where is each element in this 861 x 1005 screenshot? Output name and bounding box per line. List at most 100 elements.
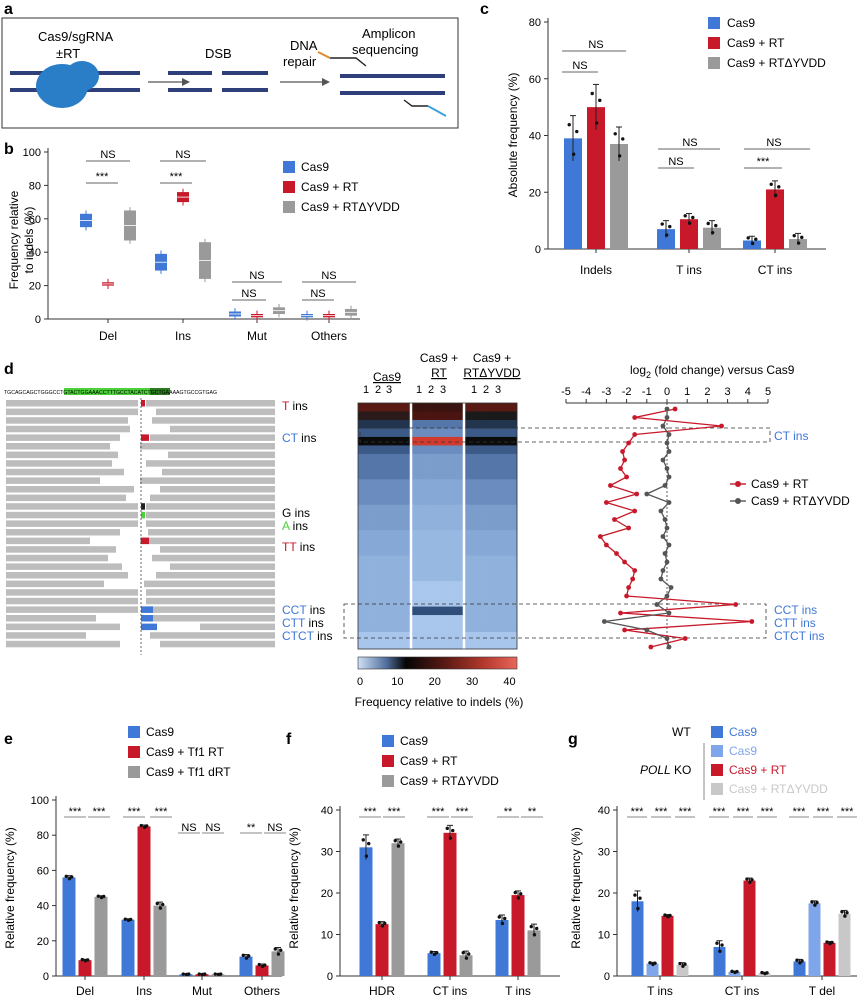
heat-cell — [464, 487, 482, 497]
fold-legend-label-2: Cas9 + RTΔYVDD — [751, 494, 850, 508]
y-tick-label: 20 — [37, 936, 49, 948]
fold-point — [624, 474, 629, 480]
data-point — [660, 222, 664, 226]
fold-point — [618, 466, 623, 471]
colorbar-tick-label: 0 — [357, 676, 363, 688]
data-point — [748, 880, 752, 884]
legend-b-swatch-1 — [283, 161, 295, 173]
legend-b-label-2: Cas9 + RT — [301, 180, 359, 194]
heat-cell — [393, 615, 412, 624]
insertion-block — [141, 615, 145, 622]
read-segment-left — [6, 529, 120, 536]
step-sequencing-label: sequencing — [352, 42, 419, 57]
step-dsb-label: DSB — [205, 46, 232, 61]
data-point — [380, 924, 385, 928]
heat-cell — [375, 589, 394, 599]
heat-cell — [464, 530, 482, 540]
y-tick-label: 40 — [29, 247, 41, 259]
heat-cell — [375, 513, 394, 523]
read-segment-left — [6, 615, 96, 622]
fold-point — [660, 568, 666, 573]
y-tick-label: 0 — [535, 244, 541, 256]
heat-cell — [428, 479, 447, 489]
heat-cell — [446, 445, 465, 455]
bar — [427, 953, 441, 976]
replicate-label: 2 — [375, 384, 381, 396]
heat-cell — [464, 615, 482, 624]
legend-e-label-1: Cas9 — [146, 725, 174, 739]
fold-point — [630, 576, 636, 582]
heat-cell — [481, 445, 500, 455]
heat-cell — [358, 547, 376, 556]
y-tick-label: 100 — [23, 147, 41, 159]
heat-cell — [393, 589, 412, 599]
data-point — [70, 875, 74, 879]
data-point — [800, 235, 804, 240]
fold-point — [622, 457, 627, 463]
heat-cell — [446, 555, 465, 565]
panel-e-marks — [62, 823, 285, 977]
heat-cell — [411, 615, 429, 624]
panel-c: c Absolute frequency (%) 0 20 40 60 80 Indels… — [480, 1, 826, 277]
legend-g-swatch-1 — [711, 726, 723, 738]
sig-c-ct-bot: *** — [757, 156, 771, 168]
heat-cell — [358, 445, 376, 455]
data-point — [383, 921, 387, 926]
heat-cell — [358, 564, 376, 573]
data-point — [399, 840, 403, 844]
read-segment-right — [144, 580, 275, 588]
heat-cell — [464, 411, 482, 421]
step-rt-label: ±RT — [56, 46, 80, 61]
fold-point — [664, 525, 670, 531]
heat-header-cas9rt-2: RT — [431, 366, 447, 380]
bar — [153, 905, 167, 976]
insertion-block — [145, 537, 149, 545]
heat-header-cas9rt-1: Cas9 + — [420, 351, 458, 365]
read-segment-right — [146, 597, 275, 605]
read-segment-left — [6, 477, 100, 484]
read-segment-left — [6, 632, 86, 639]
heat-cell — [411, 419, 429, 429]
panel-b-ylabel-2: to indels (%) — [22, 207, 36, 274]
multi-ins-box — [343, 603, 767, 639]
legend-e-label-2: Cas9 + Tf1 RT — [146, 745, 225, 759]
sig-b-mut-bot: NS — [241, 288, 256, 300]
fold-point — [666, 610, 672, 616]
heat-cell — [428, 581, 447, 590]
read-segment-left — [6, 503, 138, 510]
bar — [459, 955, 473, 976]
insertion-block — [141, 537, 145, 545]
bar — [646, 963, 659, 976]
step-amplicon-label: Amplicon — [362, 26, 415, 41]
heat-cell — [499, 496, 518, 506]
heat-cell — [393, 453, 412, 463]
bar — [743, 880, 756, 976]
insertion-block — [141, 623, 145, 631]
heat-cell — [428, 462, 447, 472]
legend-f-label-2: Cas9 + RT — [400, 754, 458, 768]
heat-cell — [375, 487, 394, 497]
bar — [511, 895, 525, 976]
heat-cell — [464, 436, 482, 446]
legend-f-label-3: Cas9 + RTΔYVDD — [400, 774, 499, 788]
data-point — [800, 959, 804, 963]
heat-cell — [428, 487, 447, 497]
legend-b-label-1: Cas9 — [301, 160, 329, 174]
insertion-label: T ins — [282, 399, 308, 413]
read-segment-right — [160, 640, 275, 648]
fold-point — [666, 449, 672, 454]
heat-cell — [481, 640, 500, 650]
fold-tick-label: 1 — [684, 386, 690, 398]
read-segment-left — [6, 434, 120, 441]
heat-cell — [428, 436, 447, 446]
read-segment-right — [162, 468, 275, 476]
heatmap-frame — [357, 402, 518, 650]
heat-cell — [446, 470, 465, 480]
fold-point — [622, 559, 627, 565]
heat-cell — [481, 598, 500, 607]
fold-point — [666, 474, 672, 480]
x-tick-label: CT ins — [433, 984, 467, 998]
sig-c-ind-bot: NS — [572, 60, 587, 72]
data-point — [461, 951, 465, 955]
heat-cell — [358, 403, 376, 412]
